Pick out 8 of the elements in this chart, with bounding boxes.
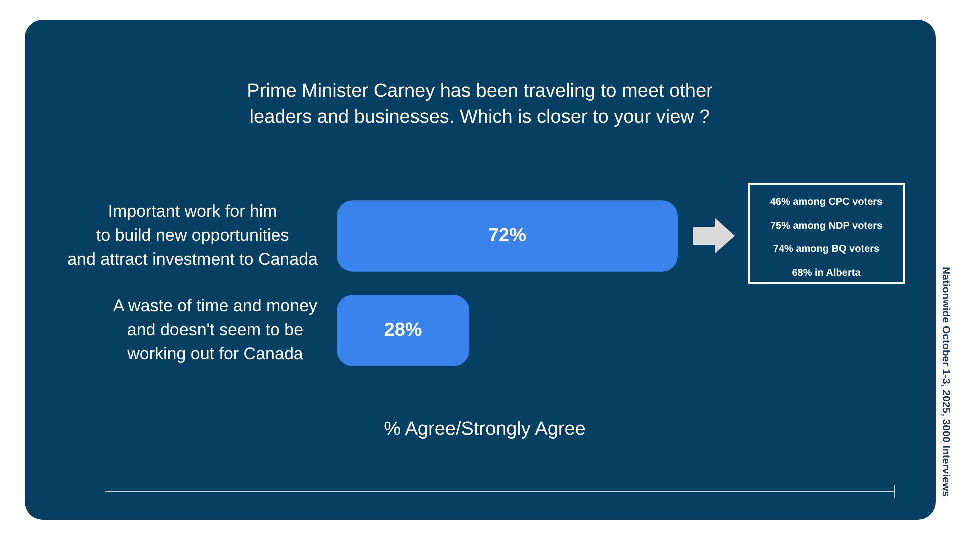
chart-title: Prime Minister Carney has been traveling to meet other leaders and businesses. Which is closer to your view ? (246, 80, 714, 130)
data-label: 28% (384, 320, 422, 341)
y-tick-label: Important work for him to build new opportunities and attract investment to Canada (68, 202, 319, 269)
data-label: 72% (488, 225, 527, 246)
x-axis-title: % Agree/Strongly Agree (383, 418, 587, 442)
y-tick-label: A waste of time and money and doesn't seem to be working out for Canada (113, 296, 318, 364)
text: Nationwide October 1-3, 2025, 3000 Interviews (940, 267, 952, 497)
text: 46% among CPC voters 75% among NDP voters 74% among BQ voters 68% in Alberta (770, 197, 883, 278)
